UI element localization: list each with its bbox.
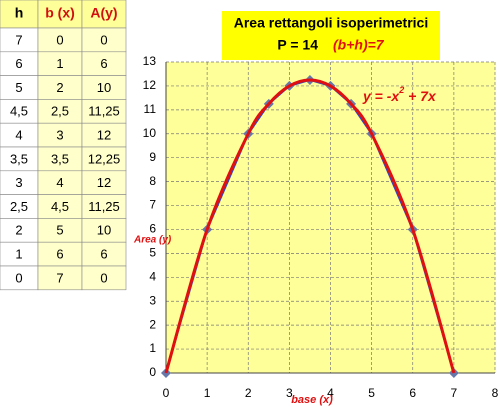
plot (161, 74, 459, 378)
y-tick-label: 1 (149, 341, 156, 355)
y-tick-label: 3 (149, 293, 156, 307)
cell-text: 0 (100, 270, 107, 285)
cell-text: 7 (56, 270, 63, 285)
equation-base: y = -x (362, 88, 400, 104)
chart-title: Area rettangoli isoperimetrici (234, 15, 429, 31)
cell (81, 265, 127, 291)
y-tick-label: 9 (149, 150, 156, 164)
header-cell (0, 0, 39, 29)
cell-text: 12 (97, 128, 111, 143)
y-tick-label: 10 (143, 126, 157, 140)
cell-text: 10 (97, 80, 111, 95)
cell-text: 3,5 (51, 151, 69, 166)
cell-text: 11,25 (88, 104, 120, 119)
cell-text: 3 (15, 175, 22, 190)
cell-text: 4 (15, 128, 22, 143)
y-tick-label: 4 (149, 269, 156, 283)
title-box (222, 11, 440, 60)
cell-text: 6 (56, 247, 63, 262)
x-tick-label: 4 (327, 386, 334, 400)
cell-text: 4 (56, 175, 63, 190)
x-tick-label: 2 (245, 386, 252, 400)
header-cell (81, 0, 127, 29)
cell-text: 10 (97, 223, 111, 238)
cell-text: 12 (97, 175, 111, 190)
y-tick-label: 8 (149, 174, 156, 188)
cell-text: 6 (100, 56, 107, 71)
subtitle-note: (b+h)=7 (333, 37, 385, 53)
header-text: A(y) (90, 5, 117, 21)
cell-text: 11,25 (88, 199, 120, 214)
equation-rest: + 7x (404, 88, 437, 104)
y-tick-label: 2 (149, 317, 156, 331)
y-tick-label: 11 (144, 102, 157, 116)
cell-text: 0 (56, 32, 63, 47)
cell-text: 1 (56, 56, 63, 71)
cell-text: 4,5 (10, 104, 28, 119)
x-axis-label: base (x) (291, 394, 333, 406)
cell-text: 2,5 (10, 199, 28, 214)
header-text: h (15, 5, 24, 21)
y-tick-label: 5 (149, 246, 156, 260)
y-tick-label: 7 (149, 198, 156, 212)
y-axis-label: Area (y) (133, 235, 172, 246)
cell-text: 12,25 (88, 151, 121, 166)
cell-text: 2,5 (51, 104, 69, 119)
cell-text: 6 (15, 56, 22, 71)
series-line (164, 78, 456, 374)
header-text: b (x) (45, 5, 75, 21)
equation-exponent: 2 (398, 85, 404, 95)
x-tick-label: 3 (286, 386, 293, 400)
x-tick-label: 6 (409, 386, 416, 400)
equation: y = -x2 + 7x (362, 85, 437, 103)
cell-text: 6 (100, 247, 107, 262)
cell-text: 1 (15, 247, 22, 262)
chart-subtitle: P = 14 (277, 37, 318, 53)
y-tick-label: 6 (149, 222, 156, 236)
cell-text: 5 (15, 80, 22, 95)
cell-text: 2 (56, 80, 63, 95)
x-tick-label: 1 (204, 386, 211, 400)
cell-text: 4,5 (51, 199, 69, 214)
cell-text: 3 (56, 128, 63, 143)
cell-text: 3,5 (10, 151, 28, 166)
x-tick-label: 8 (492, 386, 499, 400)
y-tick-label: 13 (143, 54, 157, 68)
cell-text: 0 (100, 32, 107, 47)
y-tick-label: 12 (143, 78, 157, 92)
y-tick-label: 0 (149, 365, 156, 379)
cell-text: 7 (15, 32, 22, 47)
cell-text: 0 (15, 270, 22, 285)
x-tick-label: 7 (451, 386, 458, 400)
x-tick-label: 5 (368, 386, 375, 400)
x-tick-label: 0 (163, 386, 170, 400)
cell-text: 2 (15, 223, 22, 238)
cell-text: 5 (56, 223, 63, 238)
